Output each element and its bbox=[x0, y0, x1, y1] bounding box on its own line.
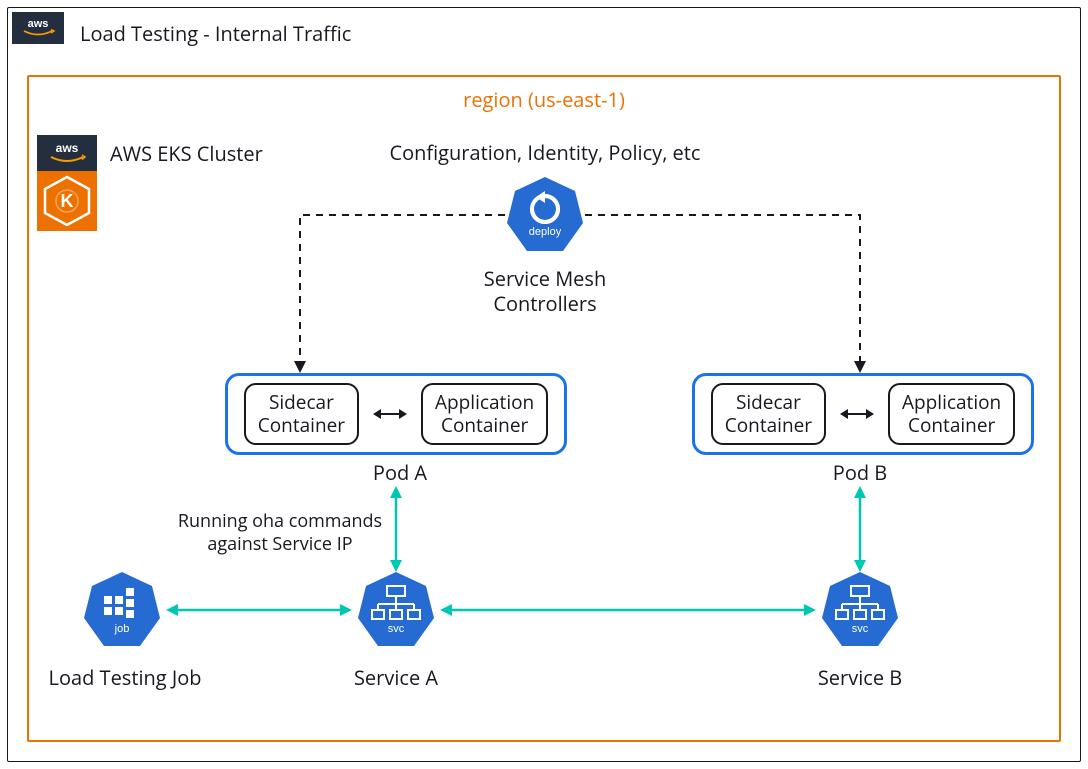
aws-logo-icon: aws bbox=[12, 12, 64, 44]
app-a-line1: Application bbox=[435, 391, 534, 414]
svg-text:aws: aws bbox=[28, 18, 49, 30]
sidecar-container-a: Sidecar Container bbox=[244, 383, 359, 445]
config-label: Configuration, Identity, Policy, etc bbox=[370, 140, 720, 165]
pod-a: Sidecar Container Application Container bbox=[225, 373, 567, 455]
cluster-label: AWS EKS Cluster bbox=[110, 140, 263, 167]
diagram-title: Load Testing - Internal Traffic bbox=[80, 20, 351, 47]
svg-text:K: K bbox=[61, 191, 74, 211]
pod-a-label: Pod A bbox=[340, 460, 460, 485]
app-container-b: Application Container bbox=[888, 383, 1015, 445]
mesh-label: Service Mesh Controllers bbox=[445, 266, 645, 316]
pod-b: Sidecar Container Application Container bbox=[692, 373, 1034, 455]
app-container-a: Application Container bbox=[421, 383, 548, 445]
svg-text:aws: aws bbox=[56, 141, 79, 155]
sidecar-b-line2: Container bbox=[725, 414, 812, 437]
oha-line1: Running oha commands bbox=[150, 510, 410, 533]
oha-line2: against Service IP bbox=[150, 533, 410, 556]
sidecar-b-line1: Sidecar bbox=[725, 391, 812, 414]
oha-label: Running oha commands against Service IP bbox=[150, 510, 410, 555]
architecture-diagram: aws Load Testing - Internal Traffic regi… bbox=[0, 0, 1088, 769]
app-a-line2: Container bbox=[435, 414, 534, 437]
service-b-label: Service B bbox=[800, 665, 920, 690]
sidecar-container-b: Sidecar Container bbox=[711, 383, 826, 445]
eks-icon: K bbox=[37, 171, 97, 231]
app-b-line2: Container bbox=[902, 414, 1001, 437]
double-arrow-icon bbox=[373, 405, 407, 423]
pod-b-label: Pod B bbox=[800, 460, 920, 485]
sidecar-a-line2: Container bbox=[258, 414, 345, 437]
region-label: region (us-east-1) bbox=[27, 86, 1061, 113]
job-label: Load Testing Job bbox=[45, 665, 205, 690]
service-a-label: Service A bbox=[336, 665, 456, 690]
sidecar-a-line1: Sidecar bbox=[258, 391, 345, 414]
mesh-label-text: Service Mesh Controllers bbox=[484, 265, 606, 317]
app-b-line1: Application bbox=[902, 391, 1001, 414]
double-arrow-icon bbox=[840, 405, 874, 423]
aws-logo-icon: aws bbox=[37, 135, 97, 171]
